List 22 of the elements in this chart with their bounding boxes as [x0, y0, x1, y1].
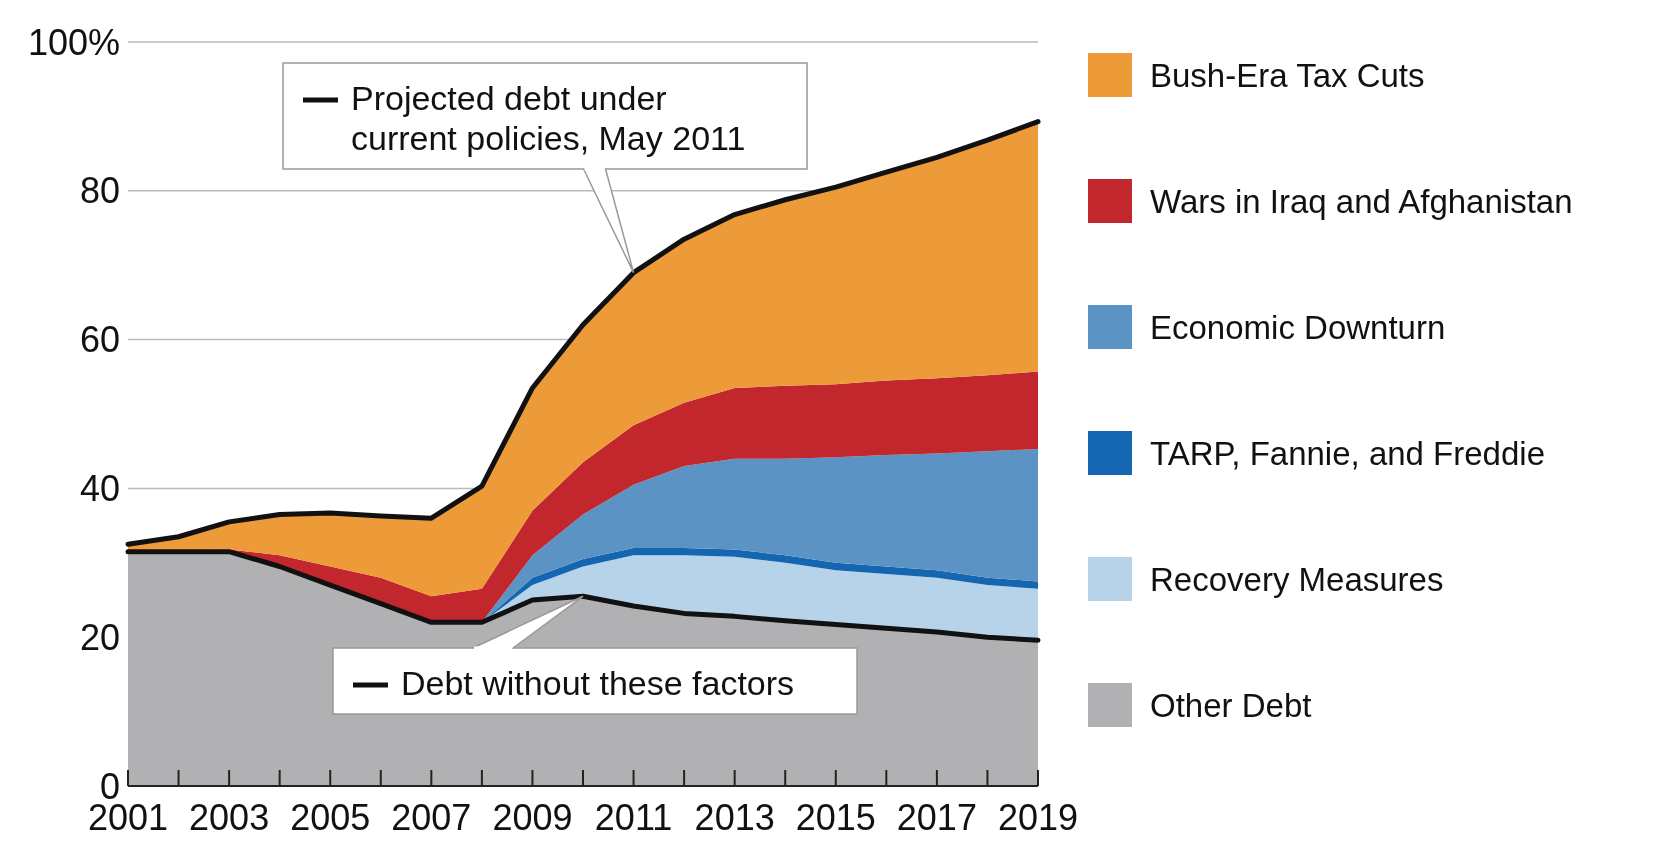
legend-label: Other Debt	[1150, 686, 1312, 724]
x-tick-label: 2015	[795, 797, 876, 838]
y-tick-label: 40	[79, 468, 120, 509]
legend-label: TARP, Fannie, and Freddie	[1150, 434, 1546, 472]
x-tick-label: 2019	[997, 797, 1079, 838]
x-tick-label: 2011	[594, 797, 673, 838]
annotation: Projected debt under current policies, May 2011	[351, 79, 746, 157]
y-tick-label: 80	[79, 170, 120, 212]
x-tick-label: 2017	[896, 797, 977, 838]
y-tick-label: 20	[79, 616, 120, 658]
x-tick-label: 2009	[492, 797, 573, 838]
x-tick-label: 2005	[290, 797, 371, 838]
y-tick-label: 100%	[27, 21, 120, 63]
x-tick-label: 2003	[189, 797, 270, 838]
x-tick-label: 2013	[694, 797, 775, 838]
legend-label: Recovery Measures	[1150, 560, 1444, 598]
legend-label: Economic Downturn	[1150, 308, 1446, 346]
annotation: Debt without these factors	[401, 664, 795, 702]
x-tick-label: 2007	[391, 797, 472, 838]
legend-label: Wars in Iraq and Afghanistan	[1150, 182, 1573, 220]
y-tick-label: 60	[79, 319, 120, 361]
legend-label: Bush-Era Tax Cuts	[1150, 56, 1425, 94]
